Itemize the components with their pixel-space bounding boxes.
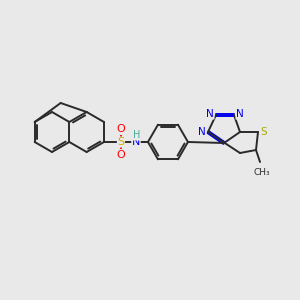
Text: S: S bbox=[117, 137, 124, 147]
Text: H: H bbox=[133, 130, 141, 140]
Text: O: O bbox=[117, 124, 125, 134]
Text: CH₃: CH₃ bbox=[254, 168, 270, 177]
Text: O: O bbox=[117, 149, 125, 160]
Text: N: N bbox=[198, 127, 206, 137]
Text: N: N bbox=[206, 109, 214, 119]
Text: S: S bbox=[260, 127, 267, 137]
Text: N: N bbox=[132, 137, 140, 147]
Text: N: N bbox=[236, 109, 244, 119]
